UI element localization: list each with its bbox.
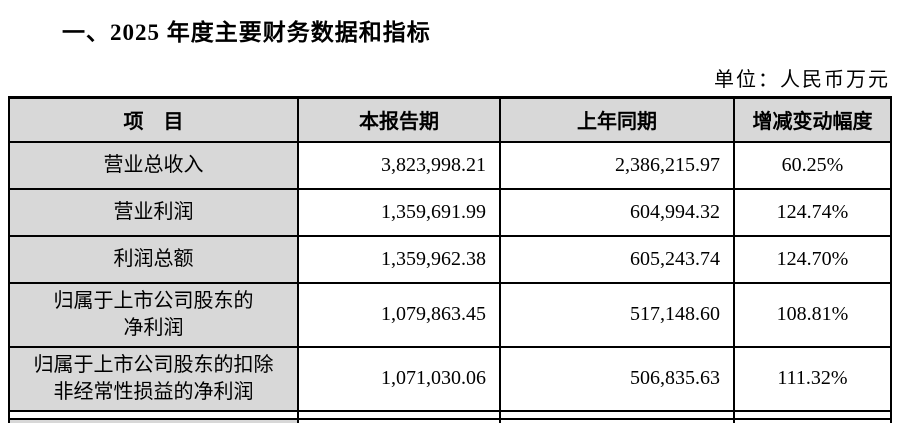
column-header-item: 项 目 [8, 96, 299, 143]
prior-period-value: 506,835.63 [499, 345, 735, 412]
table-row-total-revenue: 营业总收入 3,823,998.21 2,386,215.97 60.25% [8, 140, 892, 190]
change-value: 108.81% [733, 281, 892, 348]
row-item-label: 归属于上市公司股东的扣除 非经常性损益的净利润 [8, 345, 299, 412]
section-title: 一、2025 年度主要财务数据和指标 [62, 20, 431, 45]
current-period-value: 3,823,998.21 [297, 140, 501, 190]
table-row-total-profit: 利润总额 1,359,962.38 605,243.74 124.70% [8, 234, 892, 284]
row-item-label: 营业利润 [8, 187, 299, 237]
prior-period-value: 605,243.74 [499, 234, 735, 284]
change-value: 111.32% [733, 345, 892, 412]
table-row-net-profit: 归属于上市公司股东的 净利润 1,079,863.45 517,148.60 1… [8, 281, 892, 348]
financial-data-table: 项 目 本报告期 上年同期 增减变动幅度 营业总收入 3,823,998.21 … [8, 96, 892, 423]
table-row-net-profit-excl-nonrecurring: 归属于上市公司股东的扣除 非经常性损益的净利润 1,071,030.06 506… [8, 345, 892, 412]
change-value: 124.74% [733, 187, 892, 237]
current-period-value: 1,359,691.99 [297, 187, 501, 237]
column-header-current-period: 本报告期 [297, 96, 501, 143]
prior-period-value: 604,994.32 [499, 187, 735, 237]
row-item-label: 营业总收入 [8, 140, 299, 190]
column-header-prior-period: 上年同期 [499, 96, 735, 143]
unit-label: 单位：人民币万元 [714, 69, 890, 91]
table-row-partial-clipped [8, 417, 892, 423]
row-item-label: 归属于上市公司股东的 净利润 [8, 281, 299, 348]
table-row-partial-cutoff [8, 409, 892, 420]
change-value: 60.25% [733, 140, 892, 190]
current-period-value: 1,359,962.38 [297, 234, 501, 284]
table-row-operating-profit: 营业利润 1,359,691.99 604,994.32 124.74% [8, 187, 892, 237]
current-period-value: 1,071,030.06 [297, 345, 501, 412]
column-header-change: 增减变动幅度 [733, 96, 892, 143]
prior-period-value: 517,148.60 [499, 281, 735, 348]
current-period-value: 1,079,863.45 [297, 281, 501, 348]
table-header-row: 项 目 本报告期 上年同期 增减变动幅度 [8, 96, 892, 143]
change-value: 124.70% [733, 234, 892, 284]
row-item-label: 利润总额 [8, 234, 299, 284]
prior-period-value: 2,386,215.97 [499, 140, 735, 190]
